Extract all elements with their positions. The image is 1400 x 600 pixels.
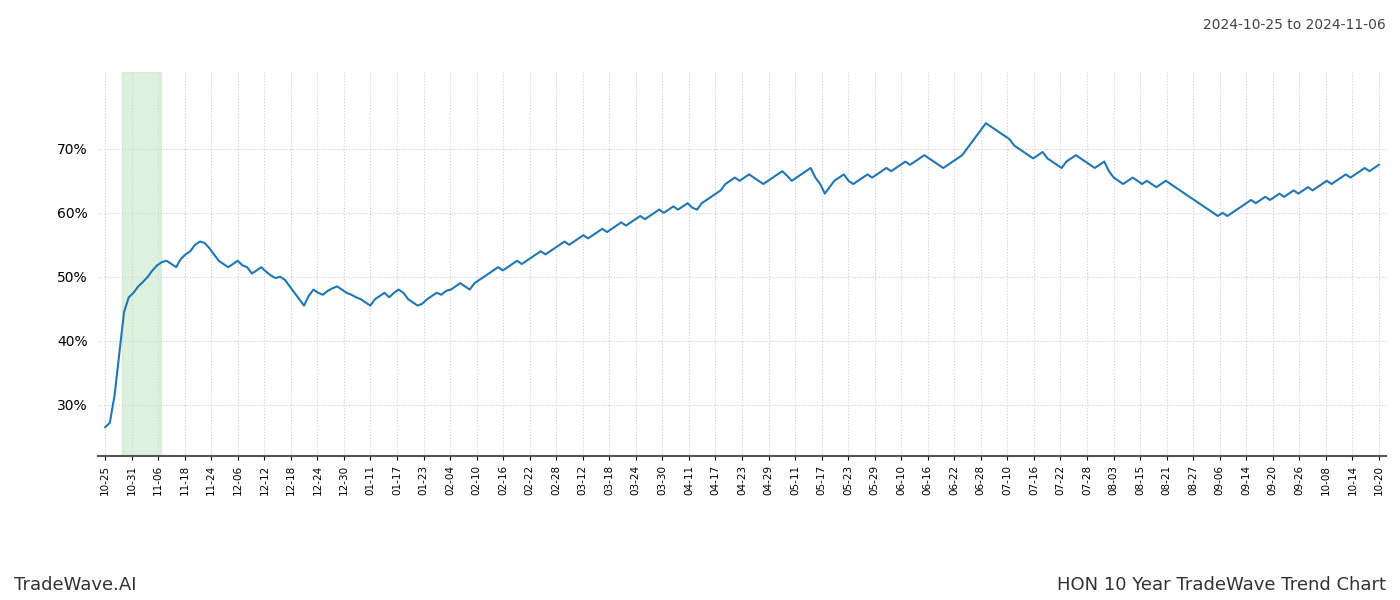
Bar	[122, 72, 161, 456]
Text: HON 10 Year TradeWave Trend Chart: HON 10 Year TradeWave Trend Chart	[1057, 576, 1386, 594]
Text: 2024-10-25 to 2024-11-06: 2024-10-25 to 2024-11-06	[1203, 18, 1386, 32]
Text: TradeWave.AI: TradeWave.AI	[14, 576, 137, 594]
